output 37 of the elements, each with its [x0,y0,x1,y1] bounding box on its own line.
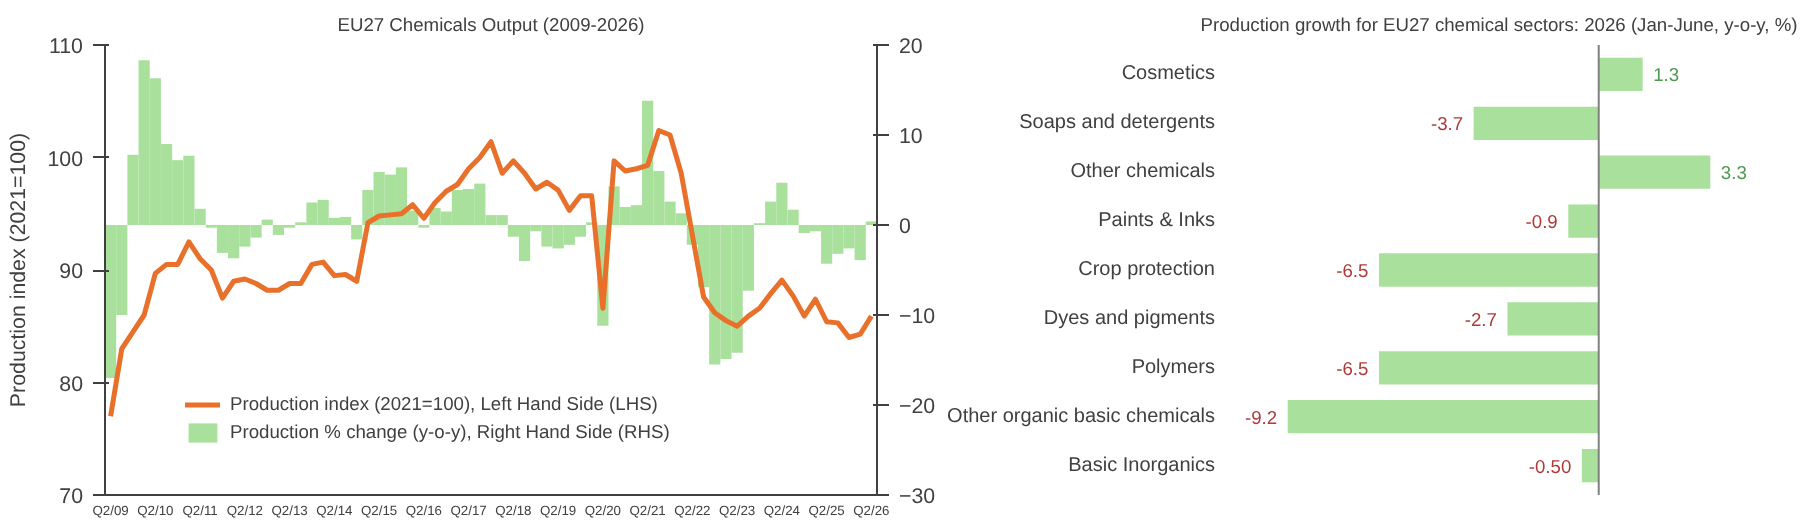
y-tick-label: 80 [59,372,84,397]
data-label: 3.3 [1720,163,1747,184]
y-tick-label: Cosmetics [1121,63,1216,86]
y-tick-label: Soaps and detergents [1019,112,1216,135]
legend-label: Production % change (y-o-y), Right Hand Side (RHS) [230,422,670,442]
y-tick-label: Other chemicals [1070,161,1216,184]
y-tick-label: Polymers [1131,356,1216,379]
y2-tick-label: 10 [899,125,923,149]
data-label: -0.9 [1525,212,1558,233]
data-label: -3.7 [1430,114,1464,135]
data-label: -6.5 [1336,358,1369,379]
y2-tick-label: 0 [899,215,911,239]
y-axis-title: Production index (2021=100) [7,132,32,408]
data-label: -9.2 [1245,407,1278,428]
data-label: -6.5 [1336,261,1369,281]
y-tick-label: Dyes and pigments [1043,307,1216,330]
y-tick-label: Basic Inorganics [1068,454,1216,477]
y2-tick-label: −30 [899,485,936,509]
data-label: -0.50 [1528,456,1572,477]
y-tick-label: 110 [49,35,84,59]
data-label: 1.3 [1653,65,1680,86]
bar [261,219,273,225]
y2-tick-label: −20 [899,395,936,419]
y2-tick-label: −10 [899,305,936,329]
y-tick-label: Other organic basic chemicals [947,405,1216,428]
y-tick-label: 100 [47,147,84,172]
y-tick-label: 90 [59,260,84,284]
chart-title: Production growth for EU27 chemical sectors: 2026 (Jan-June, y-o-y, %) [1200,15,1798,35]
y-tick-label: Paints & Inks [1098,210,1215,233]
data-label: -2.7 [1464,309,1497,330]
y-tick-label: 70 [59,485,84,509]
y2-tick-label: 20 [899,35,923,59]
legend-label: Production index (2021=100), Left Hand Side (LHS) [230,394,658,414]
line-series [108,128,874,419]
y-tick-label: Crop protection [1078,259,1216,281]
chart-title: EU27 Chemicals Output (2009-2026) [337,15,645,35]
bar [351,225,363,240]
